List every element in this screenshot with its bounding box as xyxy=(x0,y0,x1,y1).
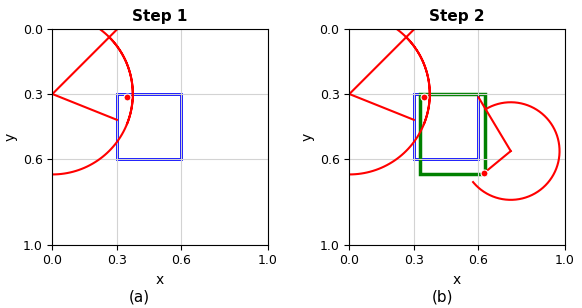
Title: Step 1: Step 1 xyxy=(132,9,187,24)
X-axis label: x: x xyxy=(453,273,461,287)
Title: Step 2: Step 2 xyxy=(429,9,485,24)
Y-axis label: y: y xyxy=(3,133,17,141)
Bar xyxy=(117,94,182,159)
Bar xyxy=(414,94,478,159)
Text: (b): (b) xyxy=(432,290,453,305)
X-axis label: x: x xyxy=(156,273,164,287)
Text: (a): (a) xyxy=(129,290,150,305)
Y-axis label: y: y xyxy=(300,133,314,141)
Bar xyxy=(420,94,485,174)
